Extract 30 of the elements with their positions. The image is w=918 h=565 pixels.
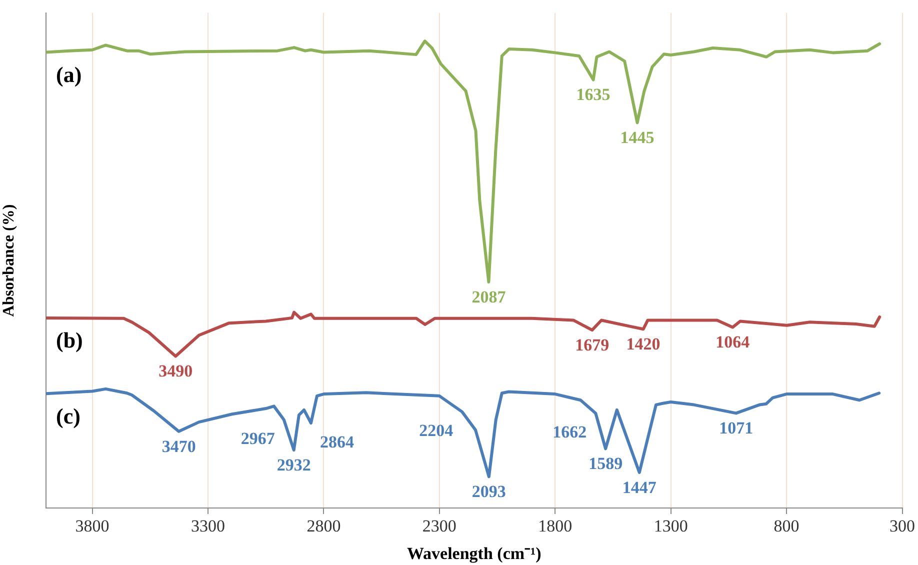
annotation: 1064 bbox=[716, 332, 750, 352]
annotation: 2967 bbox=[240, 429, 276, 448]
annotation: 2932 bbox=[276, 455, 311, 474]
annotation: 1420 bbox=[626, 334, 660, 354]
annotation: 1071 bbox=[719, 418, 754, 438]
x-tick-label: 300 bbox=[890, 516, 915, 536]
annotation: 3470 bbox=[162, 436, 196, 456]
x-tick-label: 800 bbox=[774, 516, 800, 536]
annotation: 2204 bbox=[419, 421, 454, 440]
x-tick-label: 3800 bbox=[75, 516, 110, 536]
x-tick-label: 2300 bbox=[422, 516, 456, 536]
annotation: 1635 bbox=[576, 85, 610, 104]
y-axis-title: Absorbance (%) bbox=[0, 204, 18, 317]
annotation: 2093 bbox=[472, 482, 506, 502]
annotation: 1662 bbox=[552, 422, 587, 442]
series-label: (a) bbox=[56, 62, 82, 87]
x-axis-title: Wavelength (cm⁻¹) bbox=[406, 544, 542, 564]
annotation: 1447 bbox=[622, 478, 657, 497]
x-tick-label: 2800 bbox=[306, 516, 341, 536]
annotation: 2864 bbox=[320, 432, 354, 452]
x-tick-label: 3300 bbox=[190, 516, 225, 536]
annotation: 3490 bbox=[158, 362, 193, 381]
annotation: 1445 bbox=[620, 128, 654, 148]
annotation: 1679 bbox=[575, 335, 610, 354]
series-label: (c) bbox=[56, 403, 80, 428]
series-label: (b) bbox=[56, 328, 83, 353]
x-tick-label: 1800 bbox=[538, 516, 572, 536]
annotation: 1589 bbox=[588, 454, 623, 474]
x-tick-label: 1300 bbox=[654, 516, 688, 536]
annotation: 2087 bbox=[472, 287, 506, 306]
